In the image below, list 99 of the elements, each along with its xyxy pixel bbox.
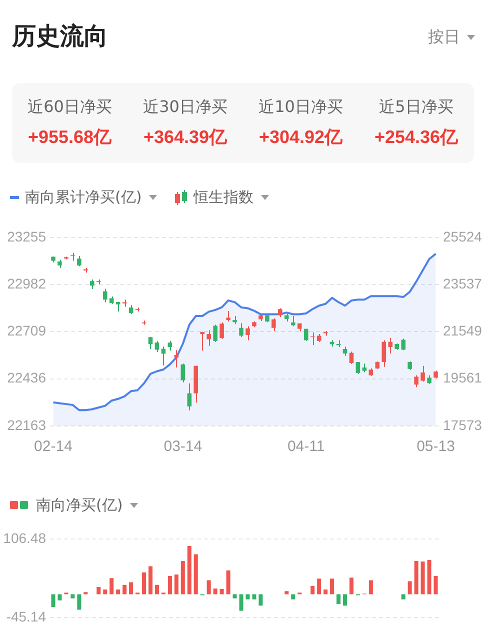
y2-tick-label: 17573 xyxy=(443,416,482,433)
x-tick-label: 05-13 xyxy=(416,438,455,456)
bar xyxy=(401,594,406,600)
bar xyxy=(324,590,328,594)
bar xyxy=(180,561,185,594)
candlestick xyxy=(356,362,360,374)
candlestick xyxy=(220,322,224,340)
text: +304.92亿 xyxy=(258,127,343,147)
bar xyxy=(142,572,146,594)
bar xyxy=(96,586,101,594)
x-tick-label: 04-11 xyxy=(287,438,325,456)
candlestick xyxy=(226,310,230,322)
bar xyxy=(70,594,75,598)
candlestick xyxy=(304,328,308,342)
candlestick xyxy=(161,346,166,366)
candlestick xyxy=(206,330,211,346)
bar xyxy=(129,582,134,594)
bar xyxy=(284,591,289,594)
y-tick-label: 22436 xyxy=(7,370,46,386)
legend-label: 恒生指数 xyxy=(194,187,254,207)
bar xyxy=(77,594,82,610)
candlestick xyxy=(388,337,393,354)
bar xyxy=(110,578,114,594)
y-tick-label: 22982 xyxy=(7,275,46,292)
x-tick-label: 02-14 xyxy=(34,438,72,456)
candlestick xyxy=(382,340,386,368)
bar xyxy=(427,560,432,594)
bar xyxy=(408,581,412,594)
bar xyxy=(336,594,341,604)
bar xyxy=(58,594,62,600)
bar xyxy=(51,594,56,608)
bar xyxy=(116,590,120,594)
candlestick xyxy=(342,346,348,356)
y2-tick-label: 21549 xyxy=(443,322,482,339)
y-tick-label: 106.48 xyxy=(3,530,46,546)
bar xyxy=(174,574,178,594)
candlestick xyxy=(420,365,425,382)
bar xyxy=(420,562,425,594)
bar xyxy=(349,578,354,594)
bar xyxy=(246,594,250,600)
x-tick-label: 03-14 xyxy=(164,438,202,456)
text: 历史流向 xyxy=(12,21,108,52)
candlestick xyxy=(180,363,186,383)
bar xyxy=(232,594,237,598)
candlestick xyxy=(77,255,82,267)
bar xyxy=(154,584,159,594)
category-label: 近60日净买 xyxy=(26,97,113,117)
bar xyxy=(317,578,322,594)
legend-label: 南向累计净买(亿) xyxy=(25,187,142,207)
bar xyxy=(252,594,256,600)
bar xyxy=(194,554,198,594)
candlestick xyxy=(187,382,192,411)
bar xyxy=(291,594,296,600)
bar xyxy=(434,576,438,594)
candlestick xyxy=(246,326,250,341)
legend-label: 南向净买(亿) xyxy=(36,495,123,515)
candlestick xyxy=(213,324,218,342)
candlestick xyxy=(401,338,406,351)
bar xyxy=(206,580,211,594)
bar xyxy=(213,588,218,594)
y2-tick-label: 19561 xyxy=(443,370,482,386)
text: +254.36亿 xyxy=(374,127,458,147)
candlestick xyxy=(148,336,153,350)
bar xyxy=(220,589,224,594)
candlestick xyxy=(349,351,354,364)
bar xyxy=(330,578,334,594)
bar xyxy=(342,594,347,606)
candlestick xyxy=(200,331,204,352)
bar xyxy=(122,584,127,594)
category-label: 近10日净买 xyxy=(258,97,344,117)
y-tick-label: 22709 xyxy=(7,322,46,339)
bar xyxy=(168,576,172,594)
bar xyxy=(103,590,108,594)
y-tick-label: 23255 xyxy=(7,228,46,244)
bar xyxy=(258,594,263,606)
y2-tick-label: 25524 xyxy=(443,228,482,244)
text: 按日 xyxy=(428,26,460,48)
y-tick-label: 22163 xyxy=(7,416,46,433)
bar xyxy=(368,580,373,594)
category-label: 近30日净买 xyxy=(142,97,228,117)
bar xyxy=(226,570,230,594)
bar xyxy=(187,546,192,594)
y-tick-label: -45.14 xyxy=(6,608,46,624)
text: +364.39亿 xyxy=(143,127,228,147)
candlestick xyxy=(102,288,108,303)
category-label: 近5日净买 xyxy=(378,97,454,117)
candlestick xyxy=(239,322,244,338)
bar xyxy=(148,566,152,594)
candlestick xyxy=(168,340,172,352)
y2-tick-label: 23537 xyxy=(443,275,482,292)
candlestick xyxy=(154,340,160,353)
text: +955.68亿 xyxy=(28,127,112,147)
candlestick xyxy=(90,278,94,290)
bar xyxy=(414,561,418,594)
candlestick xyxy=(272,318,276,332)
candlestick xyxy=(414,374,418,388)
bar xyxy=(239,594,244,611)
candlestick xyxy=(290,316,296,327)
bar xyxy=(310,586,315,594)
